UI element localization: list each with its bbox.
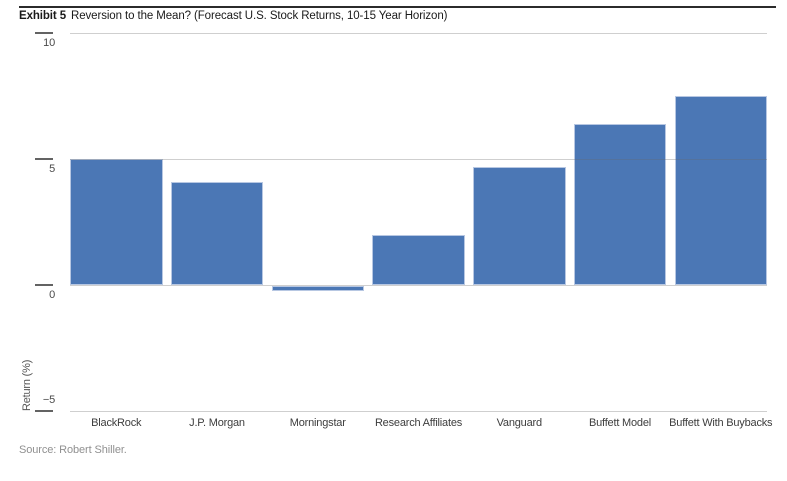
y-tick-label: 5 — [49, 163, 55, 175]
gridline-0 — [70, 284, 767, 286]
x-axis-label: Buffett With Buybacks — [669, 417, 773, 429]
chart-header: Exhibit 5 Reversion to the Mean? (Forecas… — [19, 10, 447, 22]
bar-j-p-morgan — [170, 181, 264, 285]
bar-research-affiliates — [372, 234, 465, 285]
x-axis-label: Vanguard — [496, 417, 542, 429]
top-rule — [19, 6, 776, 8]
gridline-−5 — [70, 410, 767, 412]
bar-buffett-model — [573, 123, 667, 285]
x-axis-label: J.P. Morgan — [189, 417, 245, 429]
bar-blackrock — [70, 159, 163, 285]
source-note: Source: Robert Shiller. — [19, 444, 127, 456]
gridline-10 — [70, 32, 767, 34]
exhibit-label: Exhibit 5 — [19, 10, 67, 22]
chart-title: Reversion to the Mean? (Forecast U.S. St… — [71, 10, 448, 22]
bar-buffett-with-buybacks — [674, 96, 767, 285]
bar-vanguard — [473, 166, 566, 285]
y-tick-dash — [35, 410, 53, 412]
bar-morningstar — [271, 286, 364, 292]
x-axis-label: Morningstar — [289, 417, 346, 429]
gridline-5 — [70, 158, 767, 160]
y-tick-label: 0 — [49, 289, 55, 301]
y-tick-dash — [35, 158, 53, 160]
y-tick-dash — [35, 284, 53, 286]
y-tick-label: 10 — [43, 37, 55, 49]
y-tick-label: −5 — [42, 394, 55, 406]
x-axis-label: Buffett Model — [588, 417, 651, 429]
y-tick-dash — [35, 32, 53, 34]
x-axis-label: Research Affiliates — [374, 417, 463, 429]
x-axis-label: BlackRock — [91, 417, 142, 429]
